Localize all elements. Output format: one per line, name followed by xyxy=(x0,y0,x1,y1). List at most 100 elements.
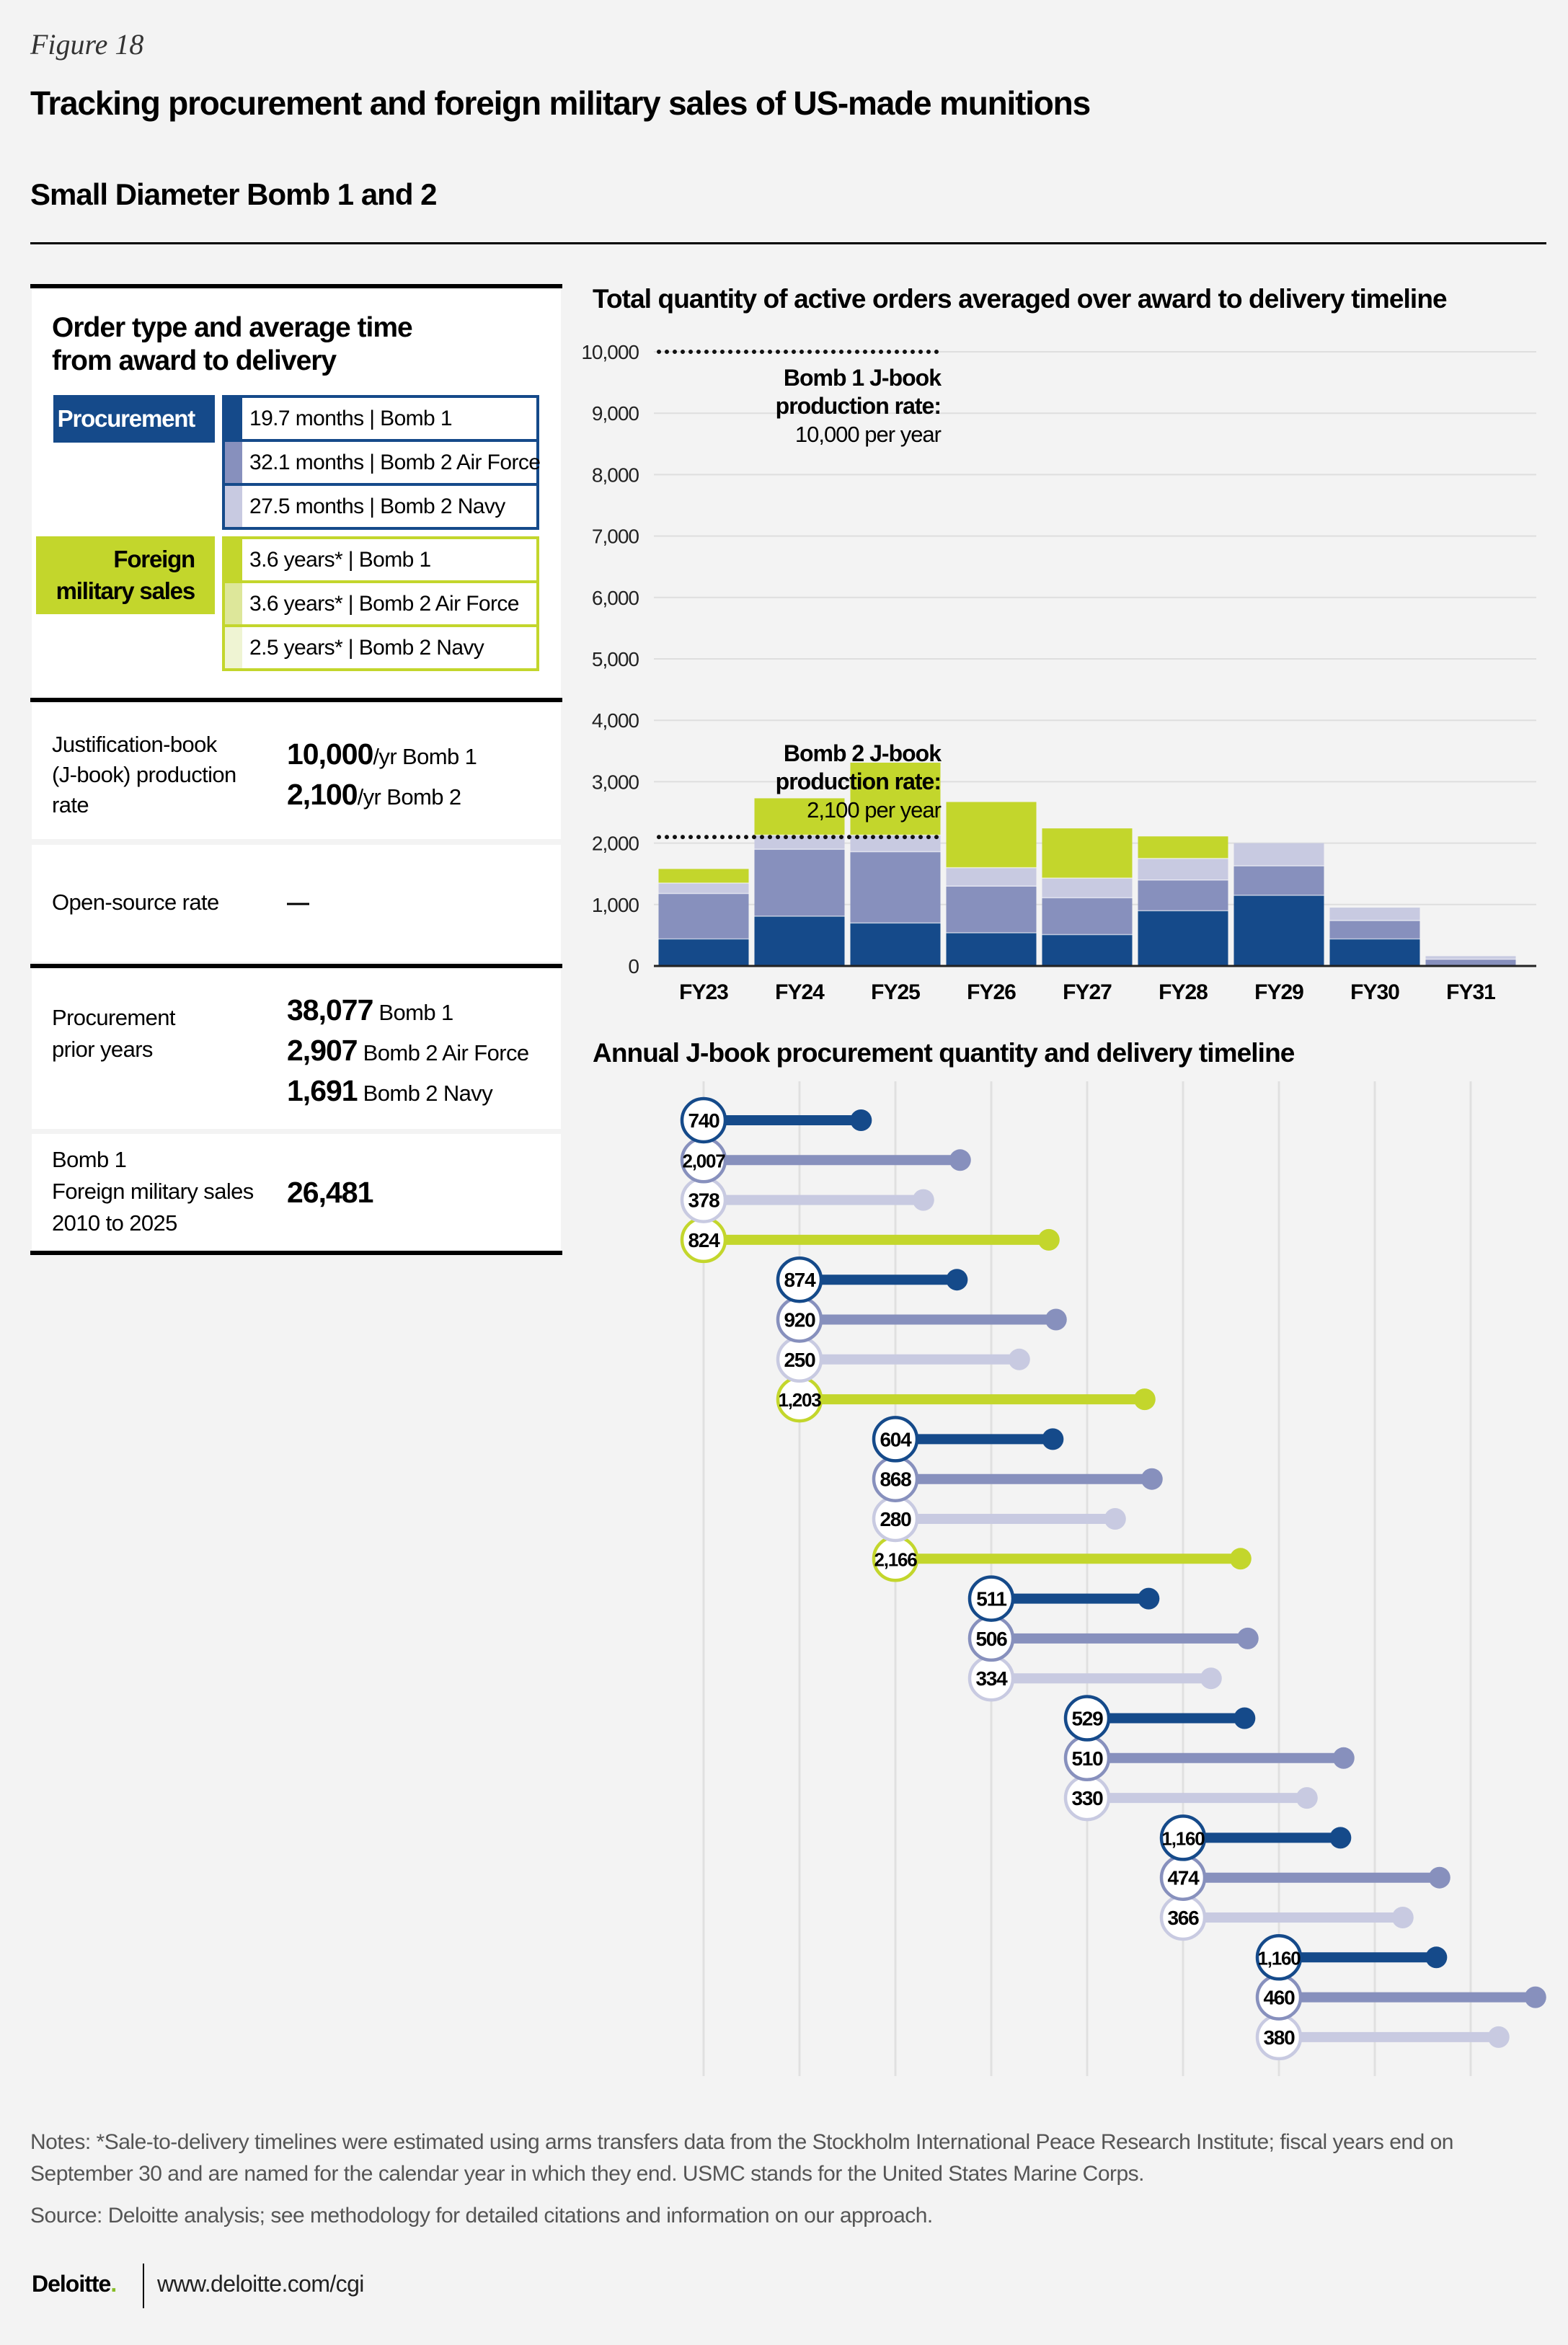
lollipop-end-dot xyxy=(1487,2026,1510,2048)
quantity-circle xyxy=(1255,1934,1303,1981)
procurement-legend: 19.7 months | Bomb 1 32.1 months | Bomb … xyxy=(222,395,541,530)
fms-total-value: 26,481 xyxy=(287,1176,373,1209)
fms-label-line1: Foreign xyxy=(113,546,195,572)
procurement-label-box xyxy=(53,395,215,443)
prior-years-values: 38,077 Bomb 1 2,907 Bomb 2 Air Force 1,6… xyxy=(287,991,529,1112)
x-tick-label: FY23 xyxy=(679,980,728,1004)
open-source-label: Open-source rate xyxy=(52,890,219,915)
bar-chart-title: Total quantity of active orders averaged… xyxy=(593,284,1448,314)
lollipop-end-dot xyxy=(850,1109,872,1131)
quantity-label: 529 xyxy=(1071,1708,1103,1730)
quantity-label: 604 xyxy=(880,1428,912,1450)
reference-label: Bomb 2 J-book xyxy=(784,740,942,766)
legend-item-label: 19.7 months | Bomb 1 xyxy=(249,406,453,430)
lollipop-end-dot xyxy=(1524,1986,1546,2008)
panel-bottom-border xyxy=(30,1251,562,1255)
fms-legend: 3.6 years* | Bomb 1 3.6 years* | Bomb 2 … xyxy=(222,536,539,671)
x-tick-label: FY24 xyxy=(775,980,825,1004)
jbook-values: 10,000/yr Bomb 1 2,100/yr Bomb 2 xyxy=(287,735,477,816)
bar-segment xyxy=(1329,939,1420,966)
quantity-label: 378 xyxy=(688,1189,719,1212)
quantity-label: 1,160 xyxy=(1161,1827,1205,1849)
reference-value-label: 10,000 per year xyxy=(795,422,942,447)
bomb2-air-force-swatch xyxy=(225,442,242,483)
lollipop-end-dot xyxy=(1428,1866,1450,1889)
lollipop-end-dot xyxy=(1329,1827,1352,1849)
bomb1-swatch xyxy=(225,398,242,439)
lollipop-end-dot xyxy=(1229,1548,1252,1570)
bar-segment xyxy=(1425,956,1516,959)
bar-segment xyxy=(946,867,1037,887)
quantity-label: 510 xyxy=(1071,1747,1103,1770)
lollipop-end-dot xyxy=(1037,1228,1060,1251)
quantity-circle xyxy=(967,1575,1015,1622)
jbook-label: Justification-book (J-book) production r… xyxy=(52,730,236,820)
bar-segment xyxy=(1138,858,1228,880)
lollipop-end-dot xyxy=(1138,1587,1160,1610)
section-divider xyxy=(30,698,562,702)
bar-segment xyxy=(1042,878,1133,898)
lollipop-end-dot xyxy=(1236,1627,1259,1649)
y-tick-label: 3,000 xyxy=(592,771,639,793)
legend-item-label: 3.6 years* | Bomb 1 xyxy=(249,547,431,572)
prior-value-bomb2-navy: 1,691 Bomb 2 Navy xyxy=(287,1074,493,1107)
y-tick-label: 1,000 xyxy=(592,894,639,916)
lollipop-end-dot xyxy=(1233,1707,1256,1729)
reference-value-label: 2,100 per year xyxy=(807,797,942,823)
jbook-section xyxy=(32,704,561,839)
jbook-label-line: rate xyxy=(52,792,89,817)
bar-segment xyxy=(754,916,845,966)
jbook-label-line: Justification-book xyxy=(52,732,217,757)
fms-label: Foreign military sales xyxy=(56,544,205,607)
prior-label-line: prior years xyxy=(52,1037,153,1062)
bar-segment xyxy=(1042,897,1133,935)
bar-segment xyxy=(1425,959,1516,966)
prior-years-section xyxy=(32,970,561,1129)
lollipop-end-dot xyxy=(1045,1308,1067,1331)
bar-segment xyxy=(658,882,749,894)
bar-segment xyxy=(1329,908,1420,921)
logo-dot: . xyxy=(110,2271,117,2297)
source-text: Source: Deloitte analysis; see methodolo… xyxy=(30,2204,933,2227)
x-tick-label: FY25 xyxy=(871,980,920,1004)
fms-total-label-line: 2010 to 2025 xyxy=(52,1210,177,1236)
x-tick-label: FY31 xyxy=(1446,980,1495,1004)
lollipop-end-dot xyxy=(1104,1508,1126,1530)
legend-item-fms-bomb2-air-force: 3.6 years* | Bomb 2 Air Force xyxy=(225,580,536,624)
footer-url[interactable]: www.deloitte.com/cgi xyxy=(157,2271,364,2297)
fms-label-line2: military sales xyxy=(56,577,196,604)
header-divider xyxy=(30,242,1546,244)
y-tick-label: 0 xyxy=(628,955,639,978)
fms-bomb2-air-force-swatch xyxy=(225,583,242,624)
x-tick-label: FY26 xyxy=(967,980,1016,1004)
bar-segment xyxy=(850,851,941,923)
lollipop-end-dot xyxy=(1008,1348,1030,1370)
lollipop-chart-title: Annual J-book procurement quantity and d… xyxy=(593,1038,1295,1068)
section-divider xyxy=(30,964,562,968)
lollipop-end-dot xyxy=(949,1149,971,1171)
quantity-label: 380 xyxy=(1263,2026,1295,2049)
fms-total-label: Bomb 1 Foreign military sales 2010 to 20… xyxy=(52,1144,254,1239)
lollipop-end-dot xyxy=(1140,1468,1163,1490)
open-source-section xyxy=(32,845,561,962)
quantity-label: 868 xyxy=(880,1468,911,1491)
y-tick-label: 4,000 xyxy=(592,709,639,732)
fms-total-label-line: Bomb 1 xyxy=(52,1147,127,1172)
y-tick-label: 8,000 xyxy=(592,464,639,486)
y-tick-label: 10,000 xyxy=(581,341,639,363)
bar-segment xyxy=(1233,895,1324,966)
lollipop-end-dot xyxy=(1332,1747,1355,1769)
quantity-label: 506 xyxy=(975,1628,1007,1650)
y-tick-label: 9,000 xyxy=(592,402,639,425)
bar-segment xyxy=(754,798,845,835)
lollipop-end-dot xyxy=(1391,1907,1414,1928)
legend-item-label: 3.6 years* | Bomb 2 Air Force xyxy=(249,591,519,616)
bar-segment xyxy=(1233,866,1324,896)
x-tick-label: FY30 xyxy=(1350,980,1399,1004)
bar-segment xyxy=(1329,920,1420,939)
quantity-label: 874 xyxy=(784,1269,816,1291)
quantity-label: 330 xyxy=(1071,1787,1103,1809)
legend-heading-line1: Order type and average time xyxy=(52,312,413,343)
y-tick-label: 2,000 xyxy=(592,833,639,855)
quantity-label: 280 xyxy=(880,1508,911,1530)
